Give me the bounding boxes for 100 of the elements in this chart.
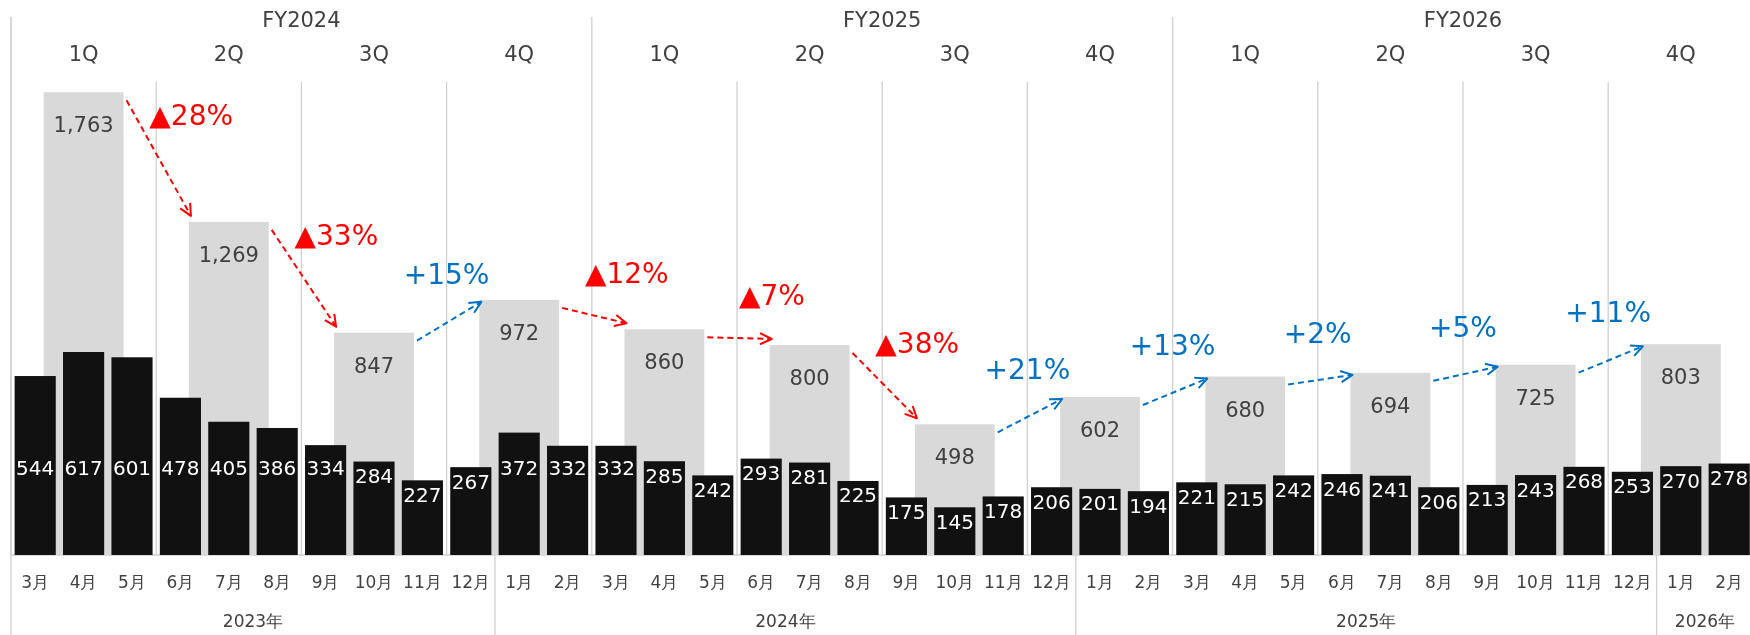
annotation: +13% (1129, 328, 1216, 362)
data-label: 194 (1129, 493, 1168, 518)
text: FY2024 (262, 8, 341, 32)
x-tick-label: 11月 (1564, 572, 1604, 592)
x-tick-label: 3月 (21, 572, 50, 592)
annotation: +11% (1565, 296, 1652, 330)
data-label: 253 (1613, 474, 1652, 499)
x-tick-label: 10月 (1516, 572, 1555, 592)
text: 1Q (649, 42, 680, 66)
x-tick-label: 8月 (844, 572, 872, 592)
bar (1176, 482, 1218, 555)
data-label: 332 (596, 455, 636, 480)
data-label: 1,269 (198, 242, 259, 267)
data-label: 860 (644, 350, 685, 375)
data-label: 694 (1370, 393, 1411, 418)
data-label: 201 (1080, 491, 1120, 516)
data-label: 680 (1225, 397, 1266, 422)
data-label: 206 (1419, 489, 1458, 514)
data-label: 243 (1516, 477, 1555, 502)
x-tick-label: 7月 (214, 572, 243, 592)
data-label: 267 (451, 469, 490, 494)
data-label: 246 (1322, 476, 1362, 501)
x-tick-label: 9月 (892, 572, 921, 592)
x-tick-label: 12月 (451, 572, 491, 592)
data-label: 281 (790, 465, 829, 490)
bar (1321, 474, 1363, 555)
text: 2025年 (1336, 611, 1397, 631)
bar (740, 458, 782, 555)
annotation: ▲38% (875, 326, 960, 360)
data-label: 175 (887, 499, 926, 524)
x-tick-label: 8月 (1424, 572, 1453, 592)
text: 3Q (939, 42, 970, 66)
data-label: 145 (935, 509, 974, 534)
text: 1Q (68, 42, 99, 66)
bar (789, 462, 831, 555)
x-tick-label: 9月 (1473, 572, 1502, 592)
x-tick-label: 11月 (983, 572, 1023, 592)
annotation: ▲12% (584, 256, 669, 290)
text: 4Q (1665, 42, 1696, 66)
data-label: 285 (645, 463, 684, 488)
text: 2Q (213, 42, 244, 66)
bar (692, 475, 734, 555)
bar (1466, 484, 1508, 555)
annotation: +5% (1429, 310, 1497, 344)
x-tick-label: 11月 (403, 572, 442, 592)
x-tick-label: 9月 (311, 572, 340, 592)
text: 3Q (359, 42, 389, 66)
data-label: 221 (1177, 484, 1216, 509)
annotation: ▲28% (149, 99, 234, 133)
x-tick-label: 2月 (1134, 572, 1163, 592)
bar (1611, 471, 1653, 555)
x-tick-label: 3月 (1182, 572, 1211, 592)
x-tick-label: 1月 (505, 572, 534, 592)
x-tick-label: 12月 (1032, 572, 1071, 592)
x-tick-label: 1月 (1666, 572, 1695, 592)
data-label: 601 (112, 455, 152, 480)
bar (1273, 475, 1315, 555)
bar (1031, 487, 1073, 555)
bar (547, 445, 589, 555)
data-label: 227 (403, 482, 442, 507)
bar (353, 461, 395, 555)
bar (498, 432, 540, 555)
text: 1Q (1230, 42, 1261, 66)
bar (305, 445, 347, 555)
annotation: +2% (1283, 316, 1352, 350)
bar (401, 480, 443, 555)
x-tick-label: 10月 (935, 572, 975, 592)
data-label: 334 (306, 455, 345, 480)
text: 2024年 (755, 611, 816, 631)
bar (14, 376, 56, 555)
x-tick-label: 6月 (166, 572, 195, 592)
x-tick-label: 10月 (354, 572, 394, 592)
bar (63, 352, 105, 555)
data-label: 498 (934, 445, 975, 470)
bar (1515, 475, 1557, 555)
text: 4Q (1085, 42, 1115, 66)
data-label: 293 (742, 461, 781, 486)
bar (1418, 487, 1460, 555)
x-tick-label: 4月 (1231, 572, 1260, 592)
text: 2023年 (222, 611, 284, 631)
data-label: 405 (209, 455, 248, 480)
bar (1708, 463, 1750, 555)
x-tick-label: 3月 (602, 572, 630, 592)
bar (1127, 491, 1169, 555)
data-label: 242 (693, 477, 732, 502)
x-tick-label: 5月 (1279, 572, 1308, 592)
data-label: 544 (16, 455, 55, 480)
text: FY2025 (843, 8, 922, 32)
data-label: 268 (1564, 469, 1604, 494)
text: 2Q (1375, 42, 1406, 66)
data-label: 225 (838, 483, 878, 508)
data-label: 215 (1226, 486, 1265, 511)
data-label: 617 (64, 455, 103, 480)
data-label: 803 (1660, 365, 1701, 390)
text: 2Q (794, 42, 825, 66)
bar (159, 397, 201, 555)
bar (1563, 466, 1605, 555)
x-tick-label: 12月 (1613, 572, 1652, 592)
text: 2026年 (1674, 611, 1736, 631)
data-label: 386 (258, 455, 297, 480)
